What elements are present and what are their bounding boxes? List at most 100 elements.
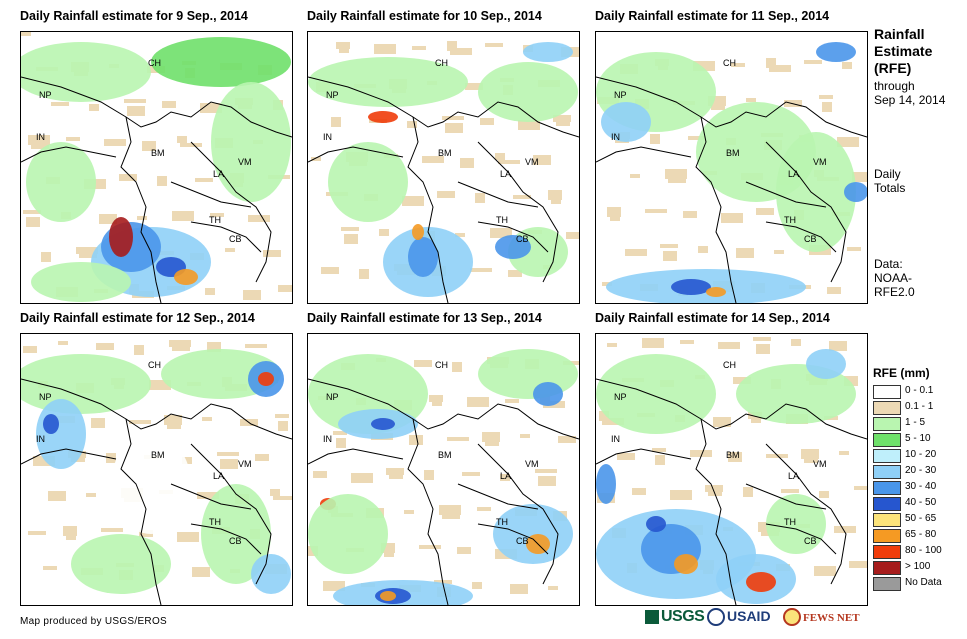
legend-item: 30 - 40: [873, 480, 936, 496]
through-date: Sep 14, 2014: [874, 93, 946, 107]
country-border: [745, 181, 827, 208]
legend-swatch: [873, 385, 901, 399]
country-label-vm: VM: [238, 459, 252, 469]
legend-swatch: [873, 529, 901, 543]
rain-cell: [751, 419, 761, 423]
rain-cell: [336, 438, 346, 448]
country-label-np: NP: [39, 90, 52, 100]
rain-cell: [551, 197, 561, 204]
rain-area: [308, 57, 468, 107]
rain-area: [844, 182, 867, 202]
rain-area: [408, 237, 438, 277]
country-border: [765, 141, 847, 283]
rain-cell: [333, 431, 347, 435]
legend-item: 5 - 10: [873, 432, 931, 448]
rain-cell: [520, 434, 530, 438]
rain-cell: [180, 143, 202, 147]
country-border: [457, 181, 539, 208]
rain-cell: [381, 543, 395, 553]
legend-item: 1 - 5: [873, 416, 930, 432]
country-label-in: IN: [36, 132, 45, 142]
country-label-la: LA: [213, 471, 225, 481]
rain-cell: [822, 102, 832, 112]
usgs-wave-icon: [645, 609, 659, 624]
legend-item: No Data: [873, 576, 942, 592]
rain-area: [43, 414, 59, 434]
country-border: [596, 448, 692, 465]
country-border: [596, 378, 867, 440]
country-label-vm: VM: [813, 157, 827, 167]
rain-cell: [313, 471, 327, 478]
rain-cell: [728, 452, 742, 462]
rain-area: [671, 279, 711, 295]
country-label-bm: BM: [726, 450, 740, 460]
rain-cell: [28, 135, 50, 145]
panel-title: Daily Rainfall estimate for 12 Sep., 201…: [20, 311, 255, 325]
totals-line: Daily: [874, 167, 901, 181]
rain-cell: [33, 456, 55, 466]
legend-label: > 100: [905, 561, 931, 572]
rain-cell: [414, 360, 432, 367]
rain-cell: [842, 62, 852, 69]
rain-cell: [43, 566, 57, 570]
rain-cell: [28, 531, 46, 535]
rain-cell: [731, 63, 745, 67]
rain-cell: [472, 582, 482, 589]
country-label-cb: CB: [516, 234, 529, 244]
rain-cell: [683, 211, 697, 218]
panel-title: Daily Rainfall estimate for 14 Sep., 201…: [595, 311, 830, 325]
country-label-np: NP: [614, 90, 627, 100]
country-label-vm: VM: [525, 459, 539, 469]
legend-swatch: [873, 465, 901, 479]
rain-cell: [447, 41, 457, 51]
country-border: [308, 146, 404, 163]
rain-cell: [26, 217, 40, 227]
rain-area: [26, 142, 96, 222]
rain-cell: [275, 414, 289, 418]
rainfall-field: [21, 340, 292, 605]
rain-area: [478, 62, 578, 122]
country-label-np: NP: [39, 392, 52, 402]
legend-label: 20 - 30: [905, 465, 937, 476]
rain-cell: [844, 376, 858, 386]
legend-swatch: [873, 417, 901, 431]
rain-cell: [477, 507, 491, 511]
rain-cell: [422, 156, 444, 163]
country-border: [765, 221, 837, 253]
rain-area: [596, 464, 616, 504]
legend-label: 5 - 10: [905, 433, 931, 444]
legend-title: RFE (mm): [873, 366, 930, 380]
legend-swatch: [873, 433, 901, 447]
rain-cell: [668, 176, 686, 183]
rain-area: [816, 42, 856, 62]
rain-cell: [457, 547, 471, 554]
rain-cell: [535, 469, 557, 473]
rain-cell: [791, 339, 801, 346]
country-border: [190, 221, 262, 253]
rain-cell: [548, 190, 562, 200]
rain-cell: [164, 415, 182, 425]
rain-cell: [424, 470, 434, 480]
rain-cell: [467, 397, 489, 407]
rain-cell: [462, 472, 480, 476]
rain-cell: [169, 340, 191, 347]
rain-area: [328, 142, 408, 222]
country-border: [308, 76, 579, 138]
rain-cell: [76, 247, 98, 254]
rain-cell: [607, 207, 621, 217]
rain-area: [495, 235, 531, 259]
rain-cell: [442, 116, 464, 120]
rain-cell: [255, 454, 269, 461]
rain-cell: [743, 487, 753, 497]
country-label-th: TH: [496, 517, 508, 527]
country-label-la: LA: [788, 169, 800, 179]
rainfall-field: [596, 42, 867, 303]
country-label-vm: VM: [238, 157, 252, 167]
panel-title: Daily Rainfall estimate for 13 Sep., 201…: [307, 311, 542, 325]
rain-cell: [736, 248, 754, 258]
rain-cell: [485, 43, 503, 47]
rain-area: [371, 418, 395, 430]
rain-area: [523, 42, 573, 62]
rain-cell: [321, 267, 339, 274]
rain-cell: [847, 247, 861, 251]
